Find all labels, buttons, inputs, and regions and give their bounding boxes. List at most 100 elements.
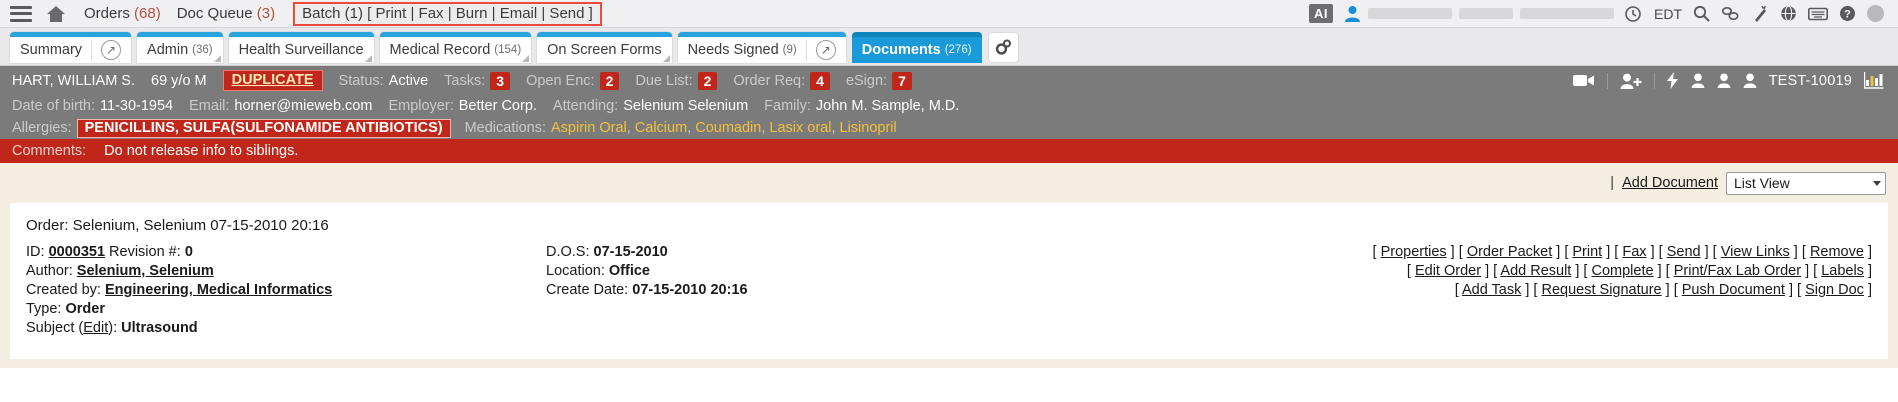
tab-medical-record[interactable]: Medical Record (154) [379,32,532,63]
popout-arrow-icon[interactable]: ↗ [815,40,836,60]
medication-item[interactable]: Coumadin [695,120,762,136]
document-created-by-value[interactable]: Engineering, Medical Informatics [105,282,333,298]
document-columns: ID: 0000351 Revision #: 0 Author: Seleni… [26,243,1872,338]
tab-resize-corner [522,55,530,62]
tab-on-screen-forms[interactable]: On Screen Forms [537,32,672,63]
action-properties[interactable]: Properties [1380,244,1447,260]
action-fax[interactable]: Fax [1622,244,1647,260]
tasks-count-badge[interactable]: 3 [490,71,511,90]
document-location-line: Location: Office [546,262,1066,281]
video-camera-icon [1572,75,1594,86]
tab-needs-signed[interactable]: Needs Signed (9) ↗ [677,32,846,63]
action-complete[interactable]: Complete [1591,263,1654,279]
patient-status-value: Active [388,72,429,89]
tasks-label: Tasks: [444,72,486,89]
action-add-result[interactable]: Add Result [1500,263,1572,279]
tab-documents-count: (276) [944,44,972,56]
allergies-label: Allergies: [12,120,72,136]
patient-age-sex: 69 y/o M [151,72,207,89]
allergies-badge[interactable]: PENICILLINS, SULFA(SULFONAMIDE ANTIBIOTI… [76,118,451,138]
document-create-date-value: 07-15-2010 20:16 [632,282,748,298]
view-mode-select[interactable]: List View [1726,171,1886,195]
action-print[interactable]: Print [1572,244,1603,260]
ai-assistant-button[interactable]: AI [1309,4,1333,23]
esign-count-badge[interactable]: 7 [892,71,912,90]
document-subject-line: Subject (Edit): Ultrasound [26,319,546,338]
popout-arrow-icon[interactable]: ↗ [101,40,122,60]
batch-actions[interactable]: Batch (1) [ Print | Fax | Burn | Email |… [293,1,602,26]
due-list-count-badge[interactable]: 2 [697,71,718,90]
document-actions: [ Properties ] [ Order Packet ] [ Print … [1066,243,1873,338]
tab-admin[interactable]: Admin (36) [137,32,223,63]
tab-summary[interactable]: Summary ↗ [10,32,132,63]
person-icon [1717,73,1730,88]
tab-documents-label: Documents [861,42,941,58]
tab-health-surveillance-label: Health Surveillance [238,42,364,58]
dob-label: Date of birth: [12,98,96,114]
document-location-value: Office [608,263,650,279]
nav-orders[interactable]: Orders (68) [84,5,161,22]
document-author-value[interactable]: Selenium, Selenium [76,263,214,279]
action-order-packet[interactable]: Order Packet [1466,244,1553,260]
clock-icon[interactable] [1625,5,1641,22]
patient-bar-right-group: TEST-10019 [1572,72,1890,89]
action-remove[interactable]: Remove [1809,244,1864,260]
nav-doc-queue[interactable]: Doc Queue (3) [177,5,275,22]
magic-wand-icon[interactable] [1751,5,1769,23]
tab-documents[interactable]: Documents (276) [851,32,982,63]
medication-item[interactable]: Lisinopril [839,120,897,136]
home-icon[interactable] [46,5,66,23]
lightning-bolt-icon [1666,72,1678,89]
action-send[interactable]: Send [1666,244,1701,260]
profile-circle-icon[interactable] [1867,5,1884,22]
patient-name: HART, WILLIAM S. [12,72,136,89]
family-value: John M. Sample, M.D. [815,98,960,114]
tab-on-screen-forms-label: On Screen Forms [547,42,662,58]
open-enc-count-badge[interactable]: 2 [599,71,620,90]
action-request-signature[interactable]: Request Signature [1541,282,1662,298]
document-actions-row-3: [ Add Task ] [ Request Signature ] [ Pus… [1454,282,1872,298]
document-id-label: ID: [26,244,45,260]
subject-edit-link[interactable]: Edit [83,320,109,336]
document-revision-value: 0 [184,244,193,260]
add-document-link[interactable]: Add Document [1622,175,1718,191]
action-push-document[interactable]: Push Document [1681,282,1785,298]
duplicate-badge[interactable]: DUPLICATE [222,70,323,91]
action-add-task[interactable]: Add Task [1461,282,1522,298]
documents-toolbar: | Add Document List View [0,163,1898,203]
current-user-chip[interactable] [1344,5,1614,22]
document-id-value[interactable]: 0000351 [48,244,106,260]
action-edit-order[interactable]: Edit Order [1414,263,1482,279]
medication-item[interactable]: Calcium [634,120,688,136]
search-icon[interactable] [1693,5,1710,22]
medication-item[interactable]: Lasix oral [769,120,832,136]
order-req-count-badge[interactable]: 4 [810,71,830,90]
open-enc-label: Open Enc: [526,72,595,89]
help-icon[interactable]: ? [1839,5,1856,22]
email-label: Email: [189,98,230,114]
link-icon[interactable] [1721,5,1740,22]
globe-icon[interactable] [1780,5,1797,22]
action-sign-doc[interactable]: Sign Doc [1805,282,1864,298]
user-avatar-icon [1345,6,1360,22]
due-list-label: Due List: [635,72,693,89]
action-print-fax-lab-order[interactable]: Print/Fax Lab Order [1673,263,1802,279]
person-icon [1743,73,1756,88]
document-type-value: Order [65,301,106,317]
document-column-middle: D.O.S: 07-15-2010 Location: Office Creat… [546,243,1066,338]
tab-needs-signed-count: (9) [782,44,797,56]
top-bar-right-group: AI EDT ? [1309,4,1892,23]
keyboard-icon[interactable] [1808,7,1828,21]
action-view-links[interactable]: View Links [1720,244,1790,260]
action-labels[interactable]: Labels [1821,263,1864,279]
tab-resize-corner [662,55,670,62]
nav-doc-queue-count: (3) [256,5,276,22]
hamburger-menu-icon[interactable] [10,5,32,22]
medication-item[interactable]: Aspirin Oral [550,120,627,136]
settings-button[interactable] [987,32,1019,63]
patient-demographics: Date of birth: 11-30-1954 Email: horner@… [0,95,1898,139]
tab-resize-corner [364,55,372,62]
top-navigation-bar: Orders (68) Doc Queue (3) Batch (1) [ Pr… [0,0,1898,28]
document-created-by-label: Created by: [26,282,101,298]
tab-health-surveillance[interactable]: Health Surveillance [228,32,374,63]
